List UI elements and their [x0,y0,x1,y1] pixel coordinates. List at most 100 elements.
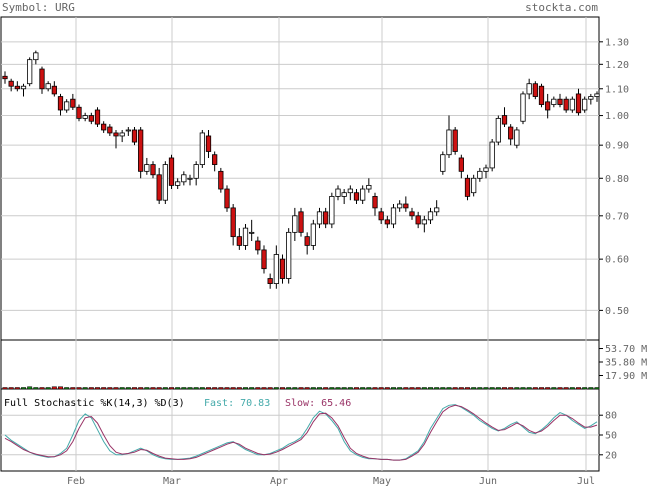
candle-body [261,249,267,270]
candle-body [452,129,458,152]
candle-body [520,93,526,122]
volume-panel-frame [0,339,600,390]
candle-body [335,188,341,197]
candle-body [551,98,557,105]
site-label: stockta.com [525,1,598,14]
volume-layer [2,386,600,390]
price-tick-label: 0.50 [605,306,629,317]
candle-body [434,207,440,213]
volume-bar [594,387,600,390]
volume-bar [175,387,181,390]
x-tick-label: Jul [577,476,595,486]
candle-body [286,231,292,279]
candle-body [14,85,20,90]
volume-bar [545,387,551,390]
x-tick-label: Mar [163,476,181,486]
candle-body [70,98,76,108]
volume-bar [125,387,131,390]
candle-body [205,135,212,152]
candle-body [464,177,471,197]
candle-body [2,75,8,80]
candle-body [489,141,495,169]
candle-body [384,219,390,225]
candle-body [156,174,162,201]
volume-bar [193,387,199,390]
volume-bar [113,387,119,390]
candle-body [557,98,563,105]
volume-bar [446,387,452,390]
volume-bar [101,387,107,390]
volume-bar [508,387,514,390]
volume-bar [88,387,94,390]
price-tick-label: 1.30 [605,37,629,48]
price-tick-label: 1.00 [605,111,629,122]
volume-bar [569,387,575,390]
candle-body [390,207,397,225]
volume-bar [64,387,70,390]
volume-bar [539,387,544,390]
candle-body [582,98,588,111]
volume-bar [514,387,520,390]
volume-bar [273,387,279,390]
volume-bar [421,387,427,390]
volume-bar [206,387,211,390]
volume-bar [236,387,242,390]
candle-body [304,236,310,246]
stochastic-tick-label: 20 [605,450,617,461]
volume-bar [218,387,224,390]
candle-body [88,115,94,122]
candle-body [138,129,144,172]
volume-bar [502,387,507,390]
volume-bar [378,387,384,390]
candle-body [125,129,131,132]
candle-body [397,203,403,209]
volume-bar [298,387,304,390]
x-tick-label: Jun [479,476,497,486]
stochastic-layer [4,404,598,461]
volume-bar [21,387,26,390]
volume-bar [477,387,483,390]
candle-body [353,192,360,201]
candle-body [76,106,82,119]
candle-body [131,129,138,143]
candle-body [360,188,366,201]
candle-body [483,167,489,172]
volume-bar [212,387,218,390]
candle-body [366,184,372,190]
volume-bar [323,387,329,390]
volume-bar [230,387,236,390]
candle-body [181,174,187,183]
candle-body [292,215,298,233]
volume-bar [341,387,347,390]
volume-bar [391,387,396,390]
candle-body [538,85,545,105]
price-tick-label: 0.80 [605,174,629,185]
candle-body [316,211,323,225]
volume-bar [150,387,156,390]
stochastic-axis: 80 50 20 [599,411,617,461]
volume-bar [452,387,458,390]
volume-bar [360,387,366,390]
candle-body [94,109,101,125]
candle-body [249,231,255,234]
candle-body [495,117,501,143]
symbol-label: Symbol: URG [2,1,75,14]
volume-bar [372,387,378,390]
candle-body [446,129,452,156]
volume-bar [181,387,187,390]
volume-bar [458,387,464,390]
volume-bar [409,387,415,390]
volume-bar [2,387,8,390]
volume-bar [45,387,51,390]
candle-body [323,211,329,225]
volume-bar [280,387,285,390]
candle-body [168,157,175,186]
volume-bar [329,387,335,390]
volume-bar [588,387,594,390]
candle-body [427,211,434,221]
candle-body [347,188,353,194]
volume-bar [465,387,470,390]
candle-body [329,196,335,225]
candle-body [569,98,575,111]
